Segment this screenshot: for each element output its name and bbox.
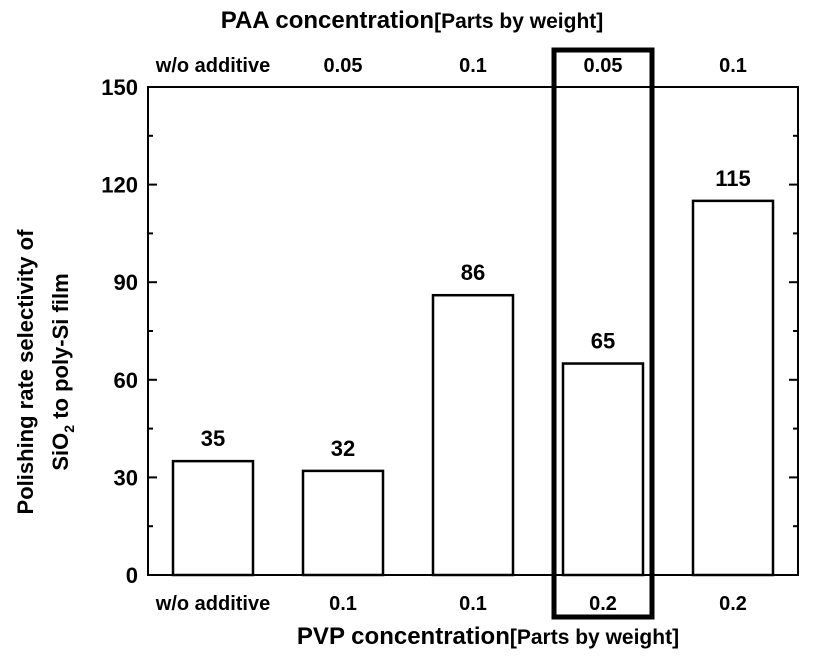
x-tick-label-top: 0.05 <box>324 55 363 77</box>
x-tick-label-top: 0.1 <box>719 55 747 77</box>
bar <box>303 471 383 575</box>
top-axis-title: PAA concentration[Parts by weight] <box>221 7 604 34</box>
x-tick-label-bottom: 0.1 <box>329 593 357 615</box>
bar <box>693 201 773 575</box>
y-tick-label: 30 <box>114 465 138 490</box>
y-tick-label: 0 <box>126 563 138 588</box>
bar-value-label: 35 <box>201 426 225 451</box>
y-axis-title-line1: Polishing rate selectivity of <box>13 229 38 515</box>
bar-value-label: 65 <box>591 329 615 354</box>
x-tick-label-bottom: 0.2 <box>719 593 747 615</box>
bottom-axis-title: PVP concentration[Parts by weight] <box>297 623 679 650</box>
x-tick-label-top: w/o additive <box>155 55 270 77</box>
bar-value-label: 32 <box>331 436 355 461</box>
bar-value-label: 115 <box>715 166 751 191</box>
x-tick-label-bottom: 0.2 <box>589 593 617 615</box>
x-tick-label-bottom: w/o additive <box>155 593 270 615</box>
y-axis-title-line2: SiO2 to poly-Si film <box>48 273 77 470</box>
y-tick-label: 120 <box>101 173 138 198</box>
bar <box>173 461 253 575</box>
bar <box>433 295 513 575</box>
y-tick-label: 90 <box>114 270 138 295</box>
x-tick-label-top: 0.1 <box>459 55 487 77</box>
bar <box>563 364 643 575</box>
bar-value-label: 86 <box>461 260 485 285</box>
x-tick-label-bottom: 0.1 <box>459 593 487 615</box>
y-tick-label: 150 <box>101 75 138 100</box>
y-tick-label: 60 <box>114 368 138 393</box>
x-tick-label-top: 0.05 <box>584 55 623 77</box>
